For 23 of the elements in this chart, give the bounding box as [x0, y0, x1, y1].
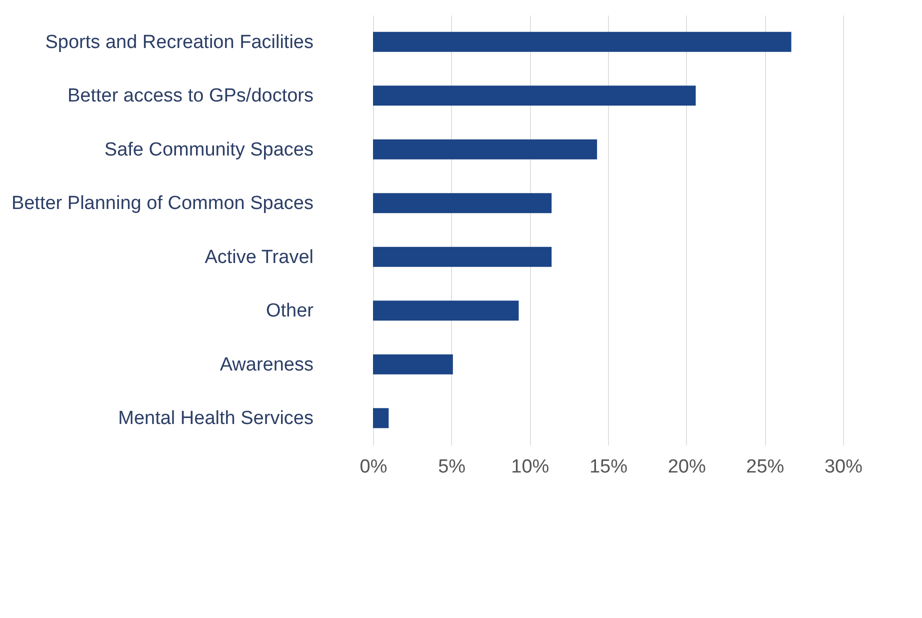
y-tick-label: Mental Health Services — [118, 408, 314, 430]
x-tick-label: 30% — [824, 456, 863, 478]
x-tick-label: 5% — [438, 456, 466, 478]
x-tick-label: 20% — [668, 456, 706, 478]
y-tick-label: Active Travel — [204, 246, 314, 268]
bar — [373, 408, 389, 428]
y-tick-label: Safe Community Spaces — [104, 139, 314, 160]
y-tick-label: Other — [266, 300, 314, 322]
y-tick-label: Awareness — [220, 354, 314, 376]
bar — [373, 139, 598, 160]
y-tick-label: Better Planning of Common Spaces — [11, 193, 314, 214]
bar — [373, 193, 552, 214]
y-tick-label: Better access to GPs/doctors — [67, 86, 314, 107]
x-tick-label: 0% — [360, 456, 388, 478]
y-tick-label: Sports and Recreation Facilities — [45, 32, 314, 53]
x-tick-label: 25% — [746, 456, 784, 478]
bar — [373, 354, 453, 374]
bar — [373, 300, 519, 321]
x-tick-label: 15% — [589, 456, 628, 478]
bar — [373, 86, 696, 106]
bar — [373, 32, 792, 52]
x-tick-label: 10% — [511, 456, 550, 478]
bar — [373, 246, 552, 267]
